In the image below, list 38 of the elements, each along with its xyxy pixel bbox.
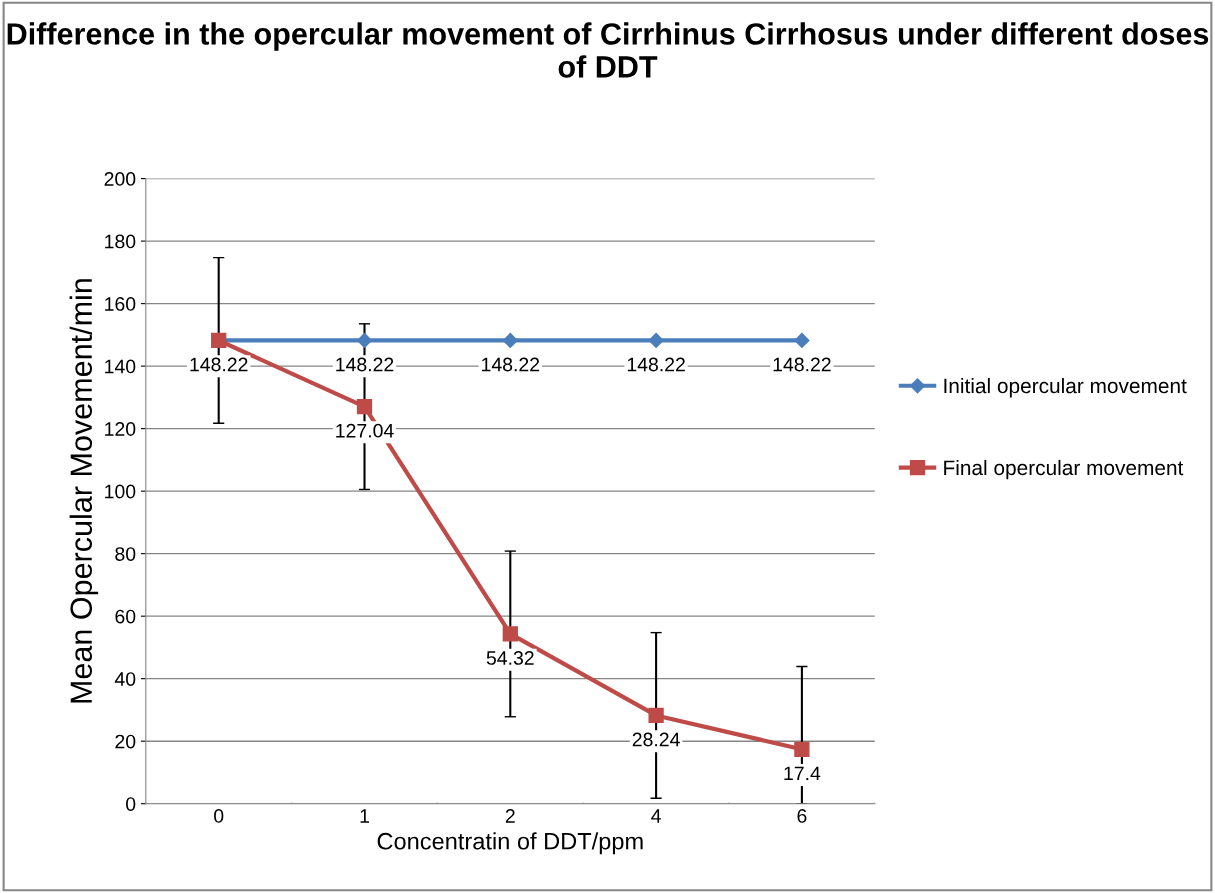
y-tick-label: 60 [115,609,136,624]
point [502,626,518,642]
x-tick-label: 2 [505,809,515,823]
x-axis-title: Concentratin of DDT/ppm [377,832,643,855]
point [356,332,373,349]
y-tick-label: 200 [104,172,136,186]
data-label: 28.24 [632,732,680,747]
data-label: 148.22 [482,357,540,372]
data-label: 17.4 [784,766,821,781]
data-label: 148.22 [627,357,685,372]
x-tick-label: 0 [214,809,224,823]
y-tick-label: 0 [126,797,136,811]
y-axis-title: Mean Opercular Movement/min [69,279,99,703]
y-tick-label: 80 [115,547,136,561]
point [794,332,810,349]
data-label: 127.04 [336,423,394,438]
chart-title: Difference in the opercular movement of Cirrhinus Cirrhosus under different doses of DDT [7,22,1209,78]
data-label: 148.22 [190,357,248,372]
data-label: 148.22 [336,357,394,372]
y-tick-label: 100 [105,484,136,499]
y-tick-label: 40 [114,672,136,686]
y-tick-label: 160 [105,297,136,311]
point [502,332,518,349]
data-label: 54.32 [486,651,534,665]
legend-label: Final opercular movement [944,459,1184,480]
y-tick-label: 120 [105,422,136,436]
y-tick-label: 140 [105,359,136,374]
legend-label: Initial opercular movement [944,377,1187,398]
point [648,332,664,349]
point [648,707,664,724]
data-label: 148.22 [773,357,831,372]
point [794,741,810,757]
y-tick-label: 180 [105,234,136,249]
y-tick-label: 20 [115,734,136,749]
x-tick-label: 4 [651,809,661,823]
x-tick-label: 1 [360,809,369,823]
x-tick-label: 6 [797,809,807,823]
point [356,398,373,415]
